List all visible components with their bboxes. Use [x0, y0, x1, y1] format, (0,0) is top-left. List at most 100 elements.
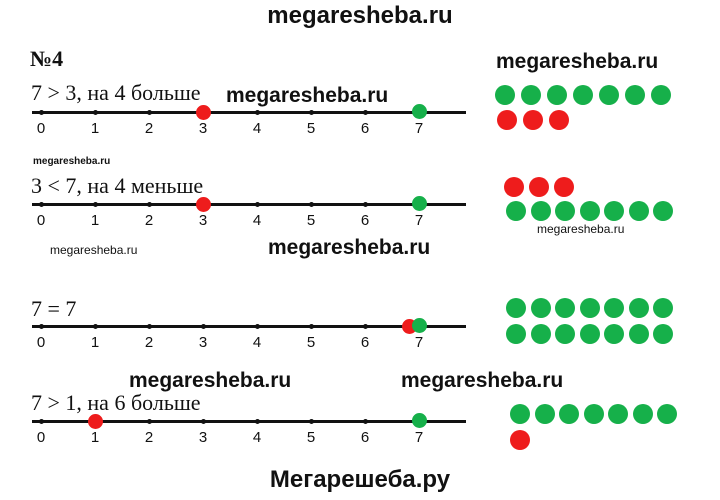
axis-tick: [254, 324, 260, 329]
green-dot: [506, 324, 526, 344]
watermark-mid-center: megaresheba.ru: [268, 236, 431, 259]
green-dot: [632, 404, 653, 424]
axis-tick: [308, 419, 314, 424]
axis-tick: [38, 110, 44, 115]
axis-tick-label: 2: [144, 212, 154, 229]
axis-tick-label: 1: [90, 120, 100, 137]
green-dot: [579, 324, 600, 344]
axis-tick-label: 0: [36, 120, 46, 137]
red-dot: [510, 430, 530, 450]
axis-tick: [254, 419, 260, 424]
axis-tick: [146, 419, 152, 424]
statement-text: 7 > 1, на 6 больше: [31, 390, 201, 415]
axis-tick-label: 2: [144, 120, 154, 137]
axis-tick-label: 7: [414, 429, 424, 446]
green-dot: [530, 201, 551, 221]
axis-tick: [92, 202, 98, 207]
axis-tick: [254, 110, 260, 115]
axis-tick-label: 2: [144, 334, 154, 351]
axis-tick-label: 5: [306, 334, 316, 351]
axis-tick-label: 3: [198, 212, 208, 229]
axis-tick-label: 4: [252, 334, 262, 351]
axis-tick-label: 3: [198, 334, 208, 351]
axis-tick-label: 6: [360, 334, 370, 351]
green-dot: [506, 201, 526, 221]
task-number: №4: [30, 46, 64, 71]
watermark-mid-left: megaresheba.ru: [50, 243, 138, 257]
axis-tick-label: 0: [36, 429, 46, 446]
axis-tick: [146, 324, 152, 329]
axis-line: [32, 203, 466, 206]
green-dot: [583, 404, 604, 424]
green-dot: [653, 324, 673, 344]
axis-tick-label: 5: [306, 212, 316, 229]
axis-tick: [146, 110, 152, 115]
green-dot: [555, 298, 575, 318]
axis-tick-label: 4: [252, 212, 262, 229]
green-dot: [579, 201, 600, 221]
watermark-top: megaresheba.ru: [267, 2, 453, 29]
axis-tick-label: 6: [360, 120, 370, 137]
green-dot: [651, 85, 671, 105]
axis-tick-label: 4: [252, 429, 262, 446]
green-point: [411, 318, 427, 333]
axis-tick-label: 7: [414, 212, 424, 229]
axis-line: [32, 325, 466, 328]
axis-tick-label: 0: [36, 212, 46, 229]
watermark-row1-right: megaresheba.ru: [496, 50, 659, 73]
axis-tick: [146, 202, 152, 207]
green-dot: [559, 404, 579, 424]
axis-tick-label: 5: [306, 429, 316, 446]
green-dot: [608, 404, 628, 424]
green-dot: [547, 85, 567, 105]
axis-tick: [92, 110, 98, 115]
axis-tick-label: 7: [414, 120, 424, 137]
statement-text: 3 < 7, на 4 меньше: [31, 173, 204, 198]
watermark-row4-right: megaresheba.ru: [401, 369, 564, 392]
axis-tick-label: 1: [90, 334, 100, 351]
green-dot: [653, 201, 673, 221]
red-dot: [529, 177, 549, 197]
green-dot: [657, 404, 677, 424]
axis-tick: [38, 324, 44, 329]
axis-line: [32, 111, 466, 114]
axis-tick: [92, 324, 98, 329]
axis-tick-label: 3: [198, 120, 208, 137]
watermark-row4-left: megaresheba.ru: [129, 369, 292, 392]
axis-tick: [308, 202, 314, 207]
axis-tick-label: 6: [360, 212, 370, 229]
axis-tick: [38, 202, 44, 207]
axis-tick-label: 5: [306, 120, 316, 137]
green-dot: [653, 298, 673, 318]
axis-tick: [362, 202, 368, 207]
green-dot: [555, 201, 575, 221]
axis-tick-label: 6: [360, 429, 370, 446]
green-dot: [506, 298, 526, 318]
green-dot: [625, 85, 645, 105]
axis-tick: [38, 419, 44, 424]
green-dot: [604, 201, 624, 221]
green-dot: [530, 298, 551, 318]
red-point: [195, 105, 211, 120]
green-dot: [510, 404, 530, 424]
green-dot: [495, 85, 515, 105]
axis-tick-label: 1: [90, 212, 100, 229]
green-point: [411, 413, 427, 428]
axis-tick: [362, 324, 368, 329]
axis-line: [32, 420, 466, 423]
green-dot: [628, 298, 649, 318]
green-dot: [628, 324, 649, 344]
statement-text: 7 = 7: [31, 296, 77, 321]
watermark-bottom: Мегарешеба.ру: [269, 466, 451, 493]
green-dot: [604, 324, 624, 344]
axis-tick: [200, 419, 206, 424]
green-point: [411, 196, 427, 211]
red-dot: [504, 177, 524, 197]
red-dot: [497, 110, 517, 130]
green-dot: [521, 85, 541, 105]
axis-tick-label: 3: [198, 429, 208, 446]
red-point: [195, 197, 211, 212]
green-dot: [579, 298, 600, 318]
green-dot: [604, 298, 624, 318]
statement-text: 7 > 3, на 4 больше: [31, 80, 201, 105]
